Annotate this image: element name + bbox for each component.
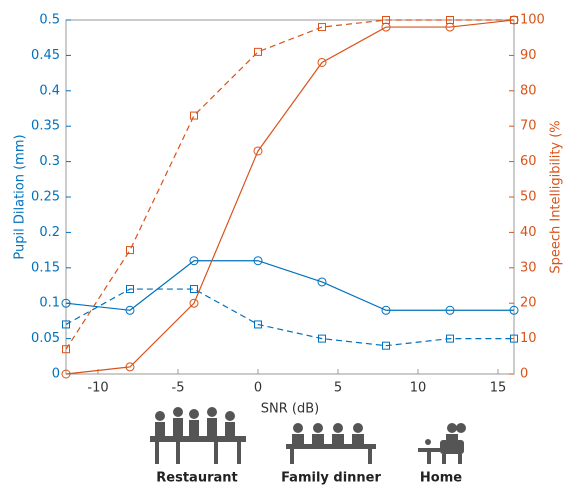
- restaurant-icon: [150, 407, 246, 464]
- y-axis-label: Pupil Dilation (mm): [13, 134, 28, 259]
- y2-tick-label: 100: [520, 13, 545, 28]
- y2-tick-label: 70: [520, 119, 537, 134]
- family-dinner-icon: [286, 423, 376, 464]
- y-tick-label: 0.5: [39, 13, 60, 28]
- home-icon: [418, 423, 466, 464]
- x-tick-label: 10: [410, 381, 427, 396]
- x-tick-label: 0: [254, 381, 262, 396]
- y-tick-label: 0.2: [39, 225, 60, 240]
- x-axis-label: SNR (dB): [261, 402, 319, 417]
- y-tick-label: 0.1: [39, 296, 60, 311]
- y-tick-label: 0.05: [31, 331, 60, 346]
- y2-tick-label: 40: [520, 225, 537, 240]
- y2-tick-label: 30: [520, 260, 537, 275]
- y2-tick-label: 10: [520, 331, 537, 346]
- y2-axis-label: Speech Intelligibility (%: [549, 120, 564, 273]
- y-tick-label: 0.4: [39, 83, 60, 98]
- y2-tick-label: 50: [520, 190, 537, 205]
- series-line: [66, 20, 514, 349]
- y2-tick-label: 0: [520, 367, 528, 382]
- y2-tick-label: 90: [520, 48, 537, 63]
- series-line: [66, 20, 514, 374]
- y-tick-label: 0: [52, 367, 60, 382]
- x-tick-label: -5: [172, 381, 185, 396]
- scene-label: Family dinner: [281, 471, 381, 486]
- x-tick-label: 15: [490, 381, 507, 396]
- y2-tick-label: 80: [520, 83, 537, 98]
- y2-tick-label: 60: [520, 154, 537, 169]
- x-tick-label: 5: [334, 381, 342, 396]
- y-tick-label: 0.25: [31, 190, 60, 205]
- y-tick-label: 0.3: [39, 154, 60, 169]
- plot-frame: [66, 20, 514, 374]
- y-tick-label: 0.35: [31, 119, 60, 134]
- marker: [127, 247, 134, 254]
- y-tick-label: 0.15: [31, 260, 60, 275]
- y-tick-label: 0.45: [31, 48, 60, 63]
- x-tick-label: -10: [87, 381, 108, 396]
- scene-label: Home: [420, 471, 462, 486]
- chart: SNR (dB) Pupil Dilation (mm) Speech Inte…: [0, 0, 566, 488]
- scene-label: Restaurant: [156, 471, 237, 486]
- y2-tick-label: 20: [520, 296, 537, 311]
